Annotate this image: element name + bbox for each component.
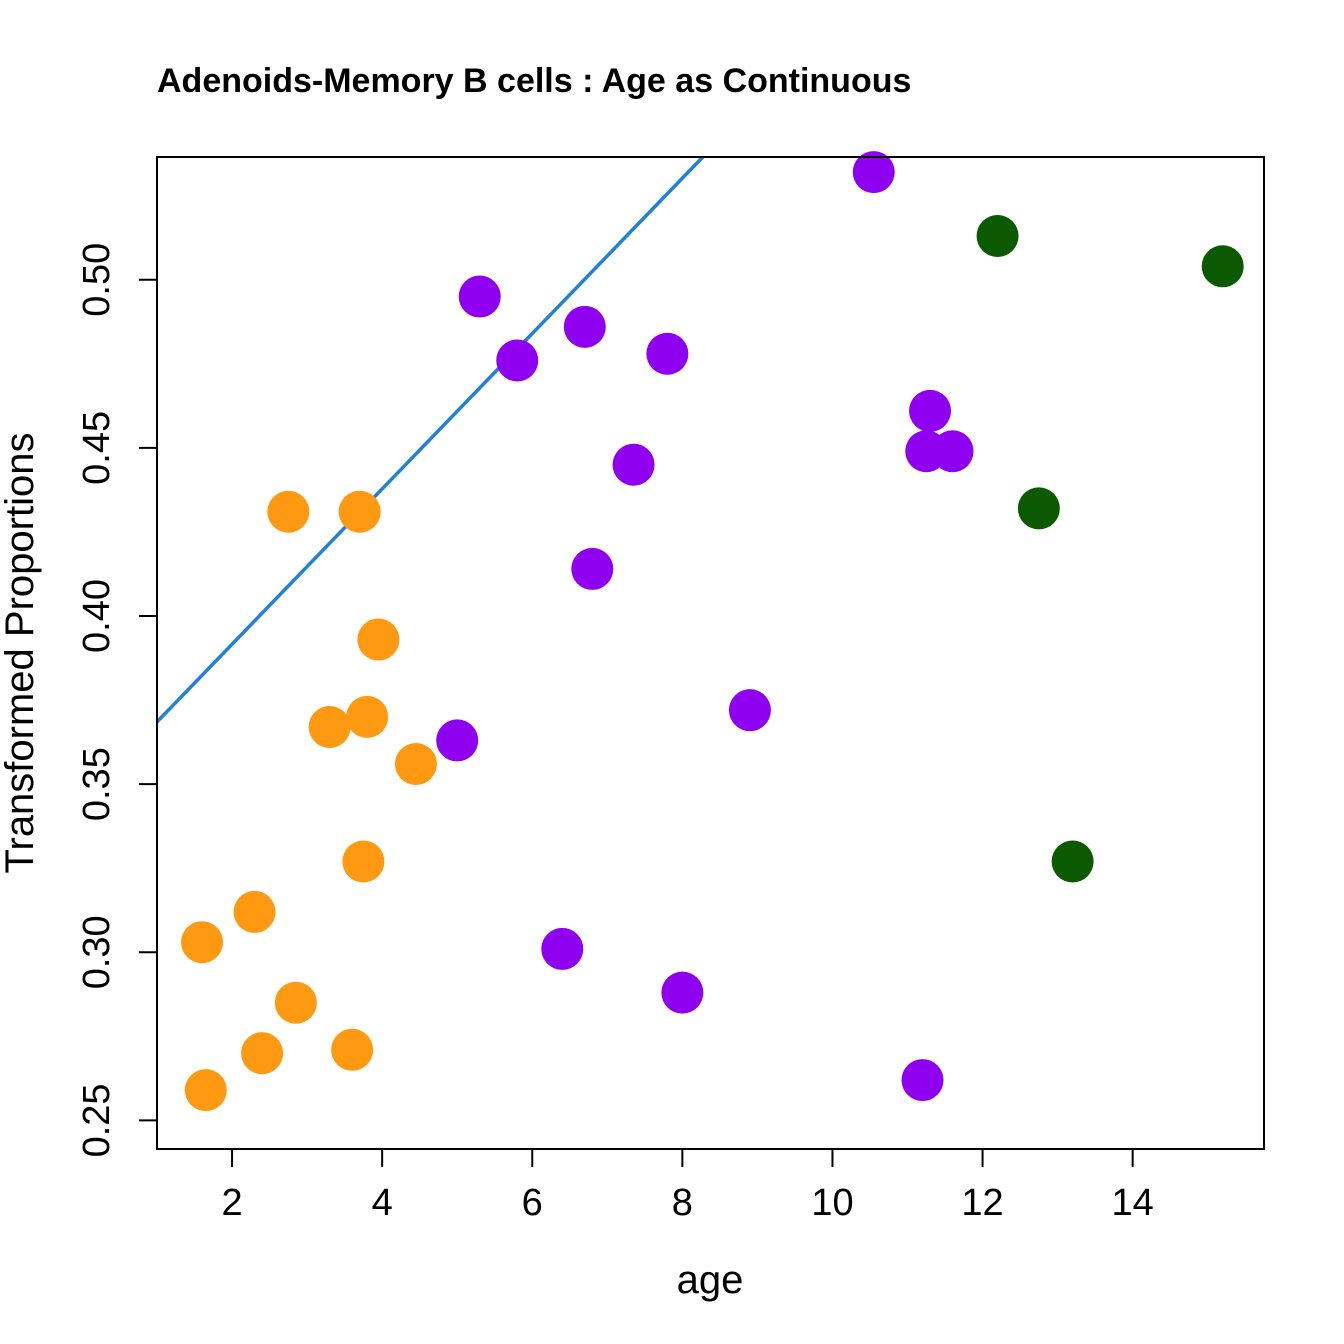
- data-point: [563, 305, 606, 348]
- data-point: [931, 430, 974, 473]
- chart-title: Adenoids-Memory B cells : Age as Continu…: [157, 62, 911, 100]
- data-point: [728, 689, 771, 732]
- data-point: [1017, 487, 1060, 530]
- data-point: [541, 927, 584, 970]
- data-point: [357, 618, 400, 661]
- data-point: [331, 1028, 374, 1071]
- data-point: [181, 921, 224, 964]
- plot-frame: [156, 156, 1265, 1150]
- data-point: [274, 981, 317, 1024]
- data-point: [458, 275, 501, 318]
- y-axis: 0.25 0.30 0.35 0.40 0.45 0.50: [76, 243, 158, 1157]
- data-point: [1051, 840, 1094, 883]
- x-tick-label: 10: [811, 1182, 853, 1224]
- y-axis-label: Transformed Proportions: [0, 433, 42, 874]
- data-point: [346, 695, 389, 738]
- trend-line: [157, 157, 706, 724]
- y-tick-label: 0.45: [76, 411, 118, 485]
- data-point: [646, 332, 689, 375]
- y-tick-label: 0.25: [76, 1083, 118, 1157]
- data-point: [267, 490, 310, 533]
- x-tick-label: 6: [522, 1182, 543, 1224]
- data-point: [661, 971, 704, 1014]
- data-point: [909, 389, 952, 432]
- data-point: [436, 719, 479, 762]
- data-point: [571, 547, 614, 590]
- data-point: [308, 705, 351, 748]
- data-point: [496, 339, 539, 382]
- data-point: [233, 890, 276, 933]
- x-tick-label: 14: [1112, 1182, 1154, 1224]
- y-tick-label: 0.35: [76, 747, 118, 821]
- y-tick-label: 0.30: [76, 915, 118, 989]
- data-point: [394, 742, 437, 785]
- data-point: [184, 1069, 227, 1112]
- x-tick-label: 4: [372, 1182, 393, 1224]
- x-tick-label: 8: [672, 1182, 693, 1224]
- y-tick-label: 0.40: [76, 579, 118, 653]
- x-tick-label: 2: [221, 1182, 242, 1224]
- data-point: [852, 151, 895, 194]
- x-tick-label: 12: [961, 1182, 1003, 1224]
- data-point: [338, 490, 381, 533]
- data-point: [976, 215, 1019, 258]
- data-point: [901, 1059, 944, 1102]
- data-point: [612, 443, 655, 486]
- data-point: [342, 840, 385, 883]
- data-point: [1201, 245, 1244, 288]
- y-tick-label: 0.50: [76, 243, 118, 317]
- data-point: [241, 1032, 284, 1075]
- x-axis: 2 4 6 8 10 12 14: [221, 1148, 1154, 1224]
- x-axis-label: age: [677, 1258, 744, 1302]
